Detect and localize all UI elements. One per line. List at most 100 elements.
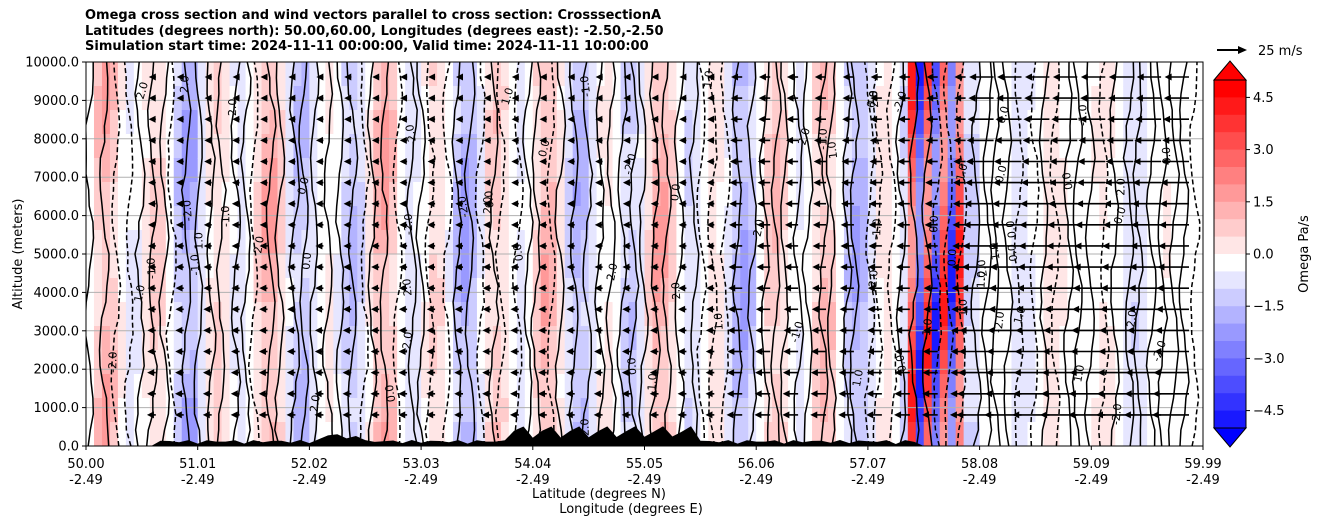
omega-cell [564,182,574,207]
omega-cell [1123,62,1132,87]
omega-cell [867,422,877,446]
omega-cell [476,110,486,135]
contour-line [1029,62,1040,446]
omega-cell [716,182,725,207]
wind-vector-head [539,157,547,165]
omega-cell [915,182,925,207]
omega-cell [716,398,725,423]
wind-vector-head [454,411,462,419]
omega-cell [173,110,183,135]
omega-cell [1139,302,1148,327]
omega-cell [197,350,207,375]
wind-vector-head [730,94,738,102]
omega-cell [979,182,989,207]
omega-cell [437,86,446,111]
omega-cell [915,278,925,303]
omega-cell [508,350,518,375]
wind-vector-head [232,115,240,123]
omega-cell [804,422,813,446]
omega-cell [1195,86,1203,111]
omega-cell [859,422,869,446]
omega-cell [86,206,95,231]
wind-vector-head [997,73,1005,81]
omega-cell [213,302,223,327]
omega-cell [492,398,502,423]
omega-cell [812,398,821,423]
omega-cell [189,158,199,183]
omega-cell [700,134,709,159]
omega-cell [101,422,111,446]
wind-vector-head [814,73,822,81]
omega-cell [1179,182,1188,207]
omega-cell [309,62,318,87]
omega-cell [269,134,279,159]
contour-label: 0.0 [1004,220,1019,239]
omega-cell [1163,398,1172,423]
wind-vector-head [758,115,766,123]
omega-cell [1067,422,1076,446]
omega-cell [269,182,279,207]
omega-cell [277,374,287,399]
wind-vector-head [593,390,601,398]
omega-cell [700,206,709,231]
contour-line [359,62,371,446]
omega-cell [141,278,151,303]
omega-cell [1139,182,1148,207]
omega-cell [740,302,749,327]
wind-vector-head [483,157,491,165]
omega-cell [301,254,310,279]
omega-cell [644,86,654,111]
wind-vector-head [286,411,294,419]
wind-vector-head [838,369,846,377]
omega-cell [923,206,933,231]
omega-cell [413,302,422,327]
wind-vector-head [898,115,906,123]
wind-vector-head [147,348,155,356]
wind-vector-head [649,411,657,419]
omega-cell [859,374,869,399]
x-tick-label-lon: -2.49 [963,473,997,488]
colorbar-tick-label: −1.5 [1253,300,1285,315]
omega-cell [173,230,183,255]
wind-vector-head [1045,263,1053,271]
omega-cell [117,278,127,303]
wind-vector-head [259,326,267,334]
omega-cell [165,278,175,303]
omega-cell [245,326,255,351]
omega-cell [516,86,526,111]
omega-cell [915,302,925,327]
omega-cell [971,278,981,303]
colorbar-extend-top [1212,60,1248,81]
omega-cell [580,326,590,351]
omega-cell [604,254,614,279]
omega-cell [740,278,749,303]
omega-cell [237,422,247,446]
omega-cell [524,326,534,351]
omega-cell [117,326,127,351]
omega-cell [524,206,534,231]
omega-cell [1123,374,1132,399]
omega-cell [588,206,598,231]
wind-vector-head [482,305,490,313]
wind-vector-head [1159,200,1167,208]
wind-vector-head [203,326,211,334]
omega-cell [357,86,366,111]
omega-cell [1051,422,1060,446]
omega-cell [125,134,135,159]
omega-cell [812,158,821,183]
colorbar-tick-label: 0.0 [1253,248,1274,263]
omega-cell [405,86,414,111]
omega-cell [86,374,95,399]
omega-cell [301,302,310,327]
omega-cell [772,230,781,255]
contour-line [955,62,968,446]
omega-cell [907,182,917,207]
omega-cell [1187,158,1196,183]
omega-cell [867,62,877,87]
omega-cell [899,350,909,375]
omega-cell [676,302,685,327]
wind-vector-head [622,348,630,356]
omega-cell [421,86,430,111]
omega-cell [788,182,797,207]
contour-line [731,62,743,446]
